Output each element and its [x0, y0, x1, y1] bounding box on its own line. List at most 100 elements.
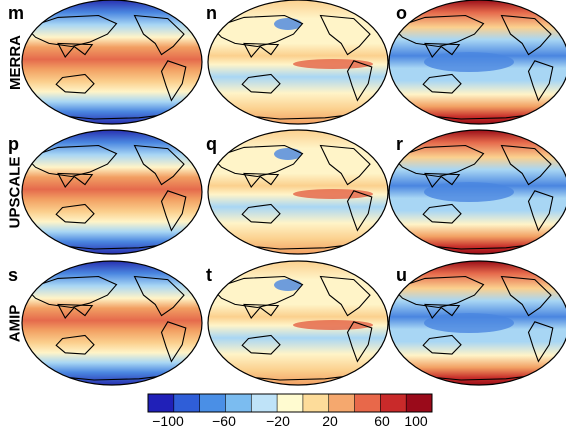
anomaly-band: [293, 59, 373, 69]
coastline: [415, 374, 538, 381]
colorbar-swatch: [225, 394, 252, 412]
coastline: [392, 275, 485, 309]
coastline: [319, 275, 371, 317]
map-border: [388, 0, 566, 125]
coastline: [527, 190, 554, 232]
map-border: [21, 0, 203, 125]
coastline: [234, 374, 357, 381]
colorbar-swatch: [328, 394, 355, 412]
coastline: [241, 203, 281, 224]
coastline: [241, 73, 281, 94]
coastline: [55, 203, 95, 224]
coastline: [55, 334, 95, 355]
panel-letter-p: p: [8, 134, 19, 154]
colorbar-swatch: [251, 394, 278, 412]
coastline: [527, 321, 554, 363]
map-panel-m: [21, 0, 203, 125]
coastline: [48, 113, 171, 120]
map-ellipse: [22, 261, 202, 385]
colorbar-swatch: [354, 394, 381, 412]
coastline: [57, 303, 94, 319]
colorbar-frame: [147, 393, 433, 413]
coastline: [346, 190, 373, 232]
panel-letter-u: u: [396, 265, 407, 285]
coastline: [392, 14, 485, 48]
coastline: [424, 42, 461, 58]
panel-letter-m: m: [8, 3, 25, 23]
coastline: [211, 144, 304, 178]
coastline: [133, 275, 185, 317]
map-border: [388, 260, 566, 386]
map-ellipse: [22, 130, 202, 254]
coastline: [415, 243, 538, 250]
map-border: [207, 260, 389, 386]
coastline: [500, 14, 552, 56]
coastline: [424, 172, 461, 188]
map-border: [207, 0, 389, 125]
coastline: [346, 60, 373, 102]
coastline: [57, 172, 94, 188]
coastline: [392, 144, 485, 178]
coastline: [346, 321, 373, 363]
colorbar-tick-label: −60: [212, 413, 236, 429]
coastline: [48, 243, 171, 250]
map-border: [388, 129, 566, 255]
panel-letter-s: s: [8, 265, 19, 285]
map-panel-s: [21, 260, 203, 386]
map-panel-r: [388, 129, 566, 255]
coastline: [55, 73, 95, 94]
panel-letter-t: t: [206, 265, 212, 285]
coastline: [25, 275, 118, 309]
coastline: [527, 60, 554, 102]
colorbar-swatch: [302, 394, 330, 412]
colorbar-tick-label: 20: [322, 413, 338, 429]
coastline: [211, 275, 304, 309]
anomaly-band: [293, 320, 373, 330]
coastline: [48, 374, 171, 381]
colorbar-swatch: [199, 394, 226, 412]
coastline: [234, 243, 357, 250]
coastline: [319, 14, 371, 56]
map-border: [207, 129, 389, 255]
coastline: [25, 14, 118, 48]
panel-letter-q: q: [206, 134, 217, 154]
coastline: [422, 334, 462, 355]
colorbar: [147, 393, 433, 413]
map-ellipse: [22, 0, 202, 124]
anomaly-band: [293, 189, 373, 199]
coastline: [424, 303, 461, 319]
map-panel-t: [207, 260, 389, 386]
colorbar-swatch: [173, 394, 200, 412]
colorbar-swatch: [148, 394, 175, 412]
anomaly-spot: [274, 148, 302, 160]
map-panel-u: [388, 260, 566, 386]
coastline: [234, 113, 357, 120]
colorbar-swatch: [277, 394, 304, 412]
map-panel-o: [388, 0, 566, 125]
coastline: [57, 42, 94, 58]
anomaly-spot: [274, 279, 302, 291]
map-border: [21, 129, 203, 255]
panel-letter-o: o: [396, 3, 407, 23]
colorbar-swatch: [380, 394, 407, 412]
coastline: [160, 190, 187, 232]
coastline: [319, 144, 371, 186]
colorbar-swatch: [406, 394, 433, 412]
coastline: [500, 275, 552, 317]
coastline: [211, 14, 304, 48]
coastline: [133, 144, 185, 186]
coastline: [243, 42, 280, 58]
map-panel-p: [21, 129, 203, 255]
colorbar-tick-label: 100: [404, 413, 428, 429]
map-panel-q: [207, 129, 389, 255]
anomaly-band: [424, 52, 514, 72]
anomaly-band: [424, 182, 514, 202]
colorbar-tick-label: 60: [374, 413, 390, 429]
coastline: [415, 113, 538, 120]
coastline: [500, 144, 552, 186]
coastline: [243, 172, 280, 188]
coastline: [422, 203, 462, 224]
coastline: [241, 334, 281, 355]
